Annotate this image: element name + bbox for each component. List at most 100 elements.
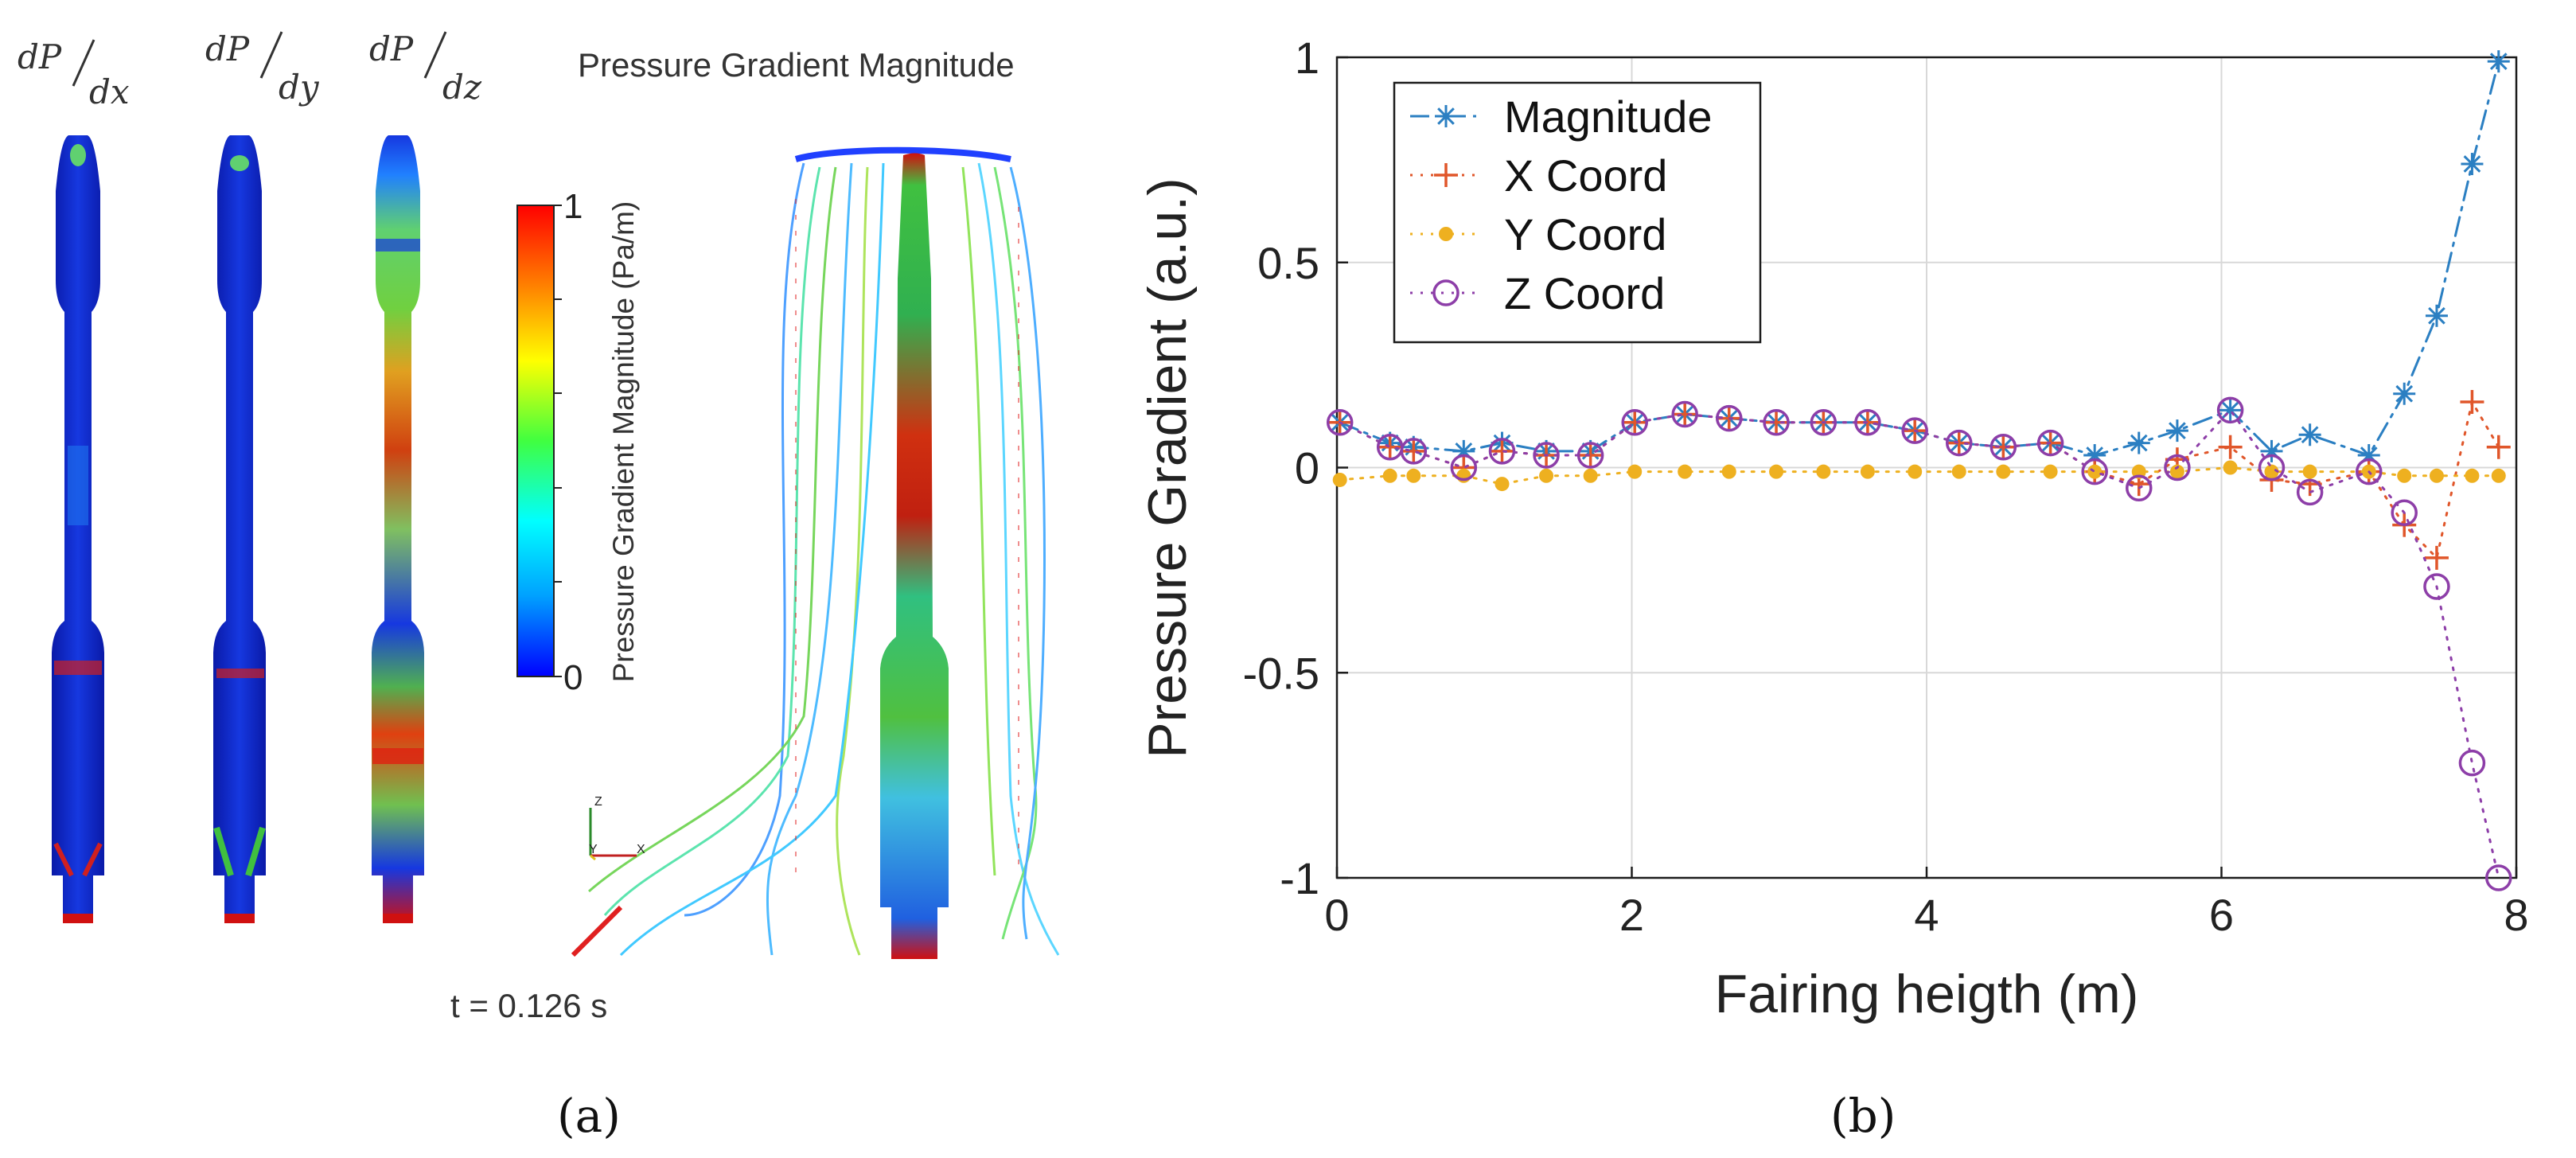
data-point: [1816, 464, 1831, 479]
axis-triad: Z Y X: [589, 795, 645, 861]
data-point: [2458, 749, 2486, 777]
data-point: [2460, 390, 2484, 415]
data-point: [1951, 464, 1966, 479]
legend-label: X Coord: [1504, 150, 1667, 201]
data-point: [2356, 458, 2383, 485]
x-tick-label: 4: [1914, 890, 1939, 940]
label-dpdx: dP dx: [18, 37, 130, 111]
data-point: [2043, 464, 2058, 479]
legend-label: Z Coord: [1504, 268, 1665, 318]
data-point: [2036, 429, 2064, 457]
y-tick-label: -0.5: [1243, 648, 1320, 698]
colorbar-gradient: [516, 205, 555, 677]
data-point: [2127, 431, 2150, 454]
axis-triad-z: Z: [594, 795, 602, 809]
rocket-magnitude: [880, 153, 949, 959]
series-line: [1339, 407, 2500, 879]
data-point: [1810, 409, 1837, 436]
data-point: [1996, 464, 2011, 479]
legend: Magnitude X Coord Y Coord Z Coord: [1393, 81, 1762, 344]
data-point: [2486, 435, 2511, 459]
x-tick-label: 6: [2209, 890, 2234, 940]
series-y-coord: [1332, 460, 2506, 492]
data-point: [2465, 468, 2480, 483]
data-point: [1401, 439, 1426, 463]
caption-a: (a): [557, 1089, 621, 1143]
axis-triad-x: X: [637, 843, 645, 856]
caption-b: (b): [1830, 1089, 1896, 1143]
data-point: [1326, 409, 1354, 436]
data-point: [1721, 464, 1736, 479]
series-z-coord: [1326, 396, 2512, 891]
label-dpdy: dP dy: [205, 29, 320, 107]
legend-label: Y Coord: [1504, 209, 1666, 259]
data-point: [1769, 464, 1784, 479]
data-point: [1989, 433, 2017, 461]
data-point: [1576, 442, 1604, 469]
data-point: [2165, 419, 2188, 443]
data-point: [1378, 435, 1402, 459]
label-dpdz: dP dz: [369, 29, 482, 107]
data-point: [1854, 409, 1881, 436]
data-point: [2081, 458, 2108, 485]
data-point: [1627, 464, 1643, 479]
panel-a: dP dx dP dy dP dz Pressure Gradient Magn…: [18, 29, 1060, 1143]
series-line: [1339, 466, 2500, 485]
data-point: [1490, 439, 1514, 463]
data-point: [2391, 499, 2418, 526]
data-point: [1860, 464, 1875, 479]
data-point: [1946, 429, 1973, 457]
data-point: [1332, 472, 1347, 487]
colorbar-min-label: 0: [563, 658, 583, 697]
data-point: [2296, 478, 2324, 506]
label-dpdx-den: dx: [89, 72, 130, 111]
data-point: [2218, 435, 2243, 459]
label-dpdz-num: dP: [369, 29, 414, 68]
data-point: [2424, 545, 2449, 570]
data-point: [2264, 464, 2279, 479]
data-point: [1578, 443, 1603, 468]
axis-ticks: 0 2 4 6 8 -1 -0.5 0 0.5 1: [1243, 33, 2529, 940]
legend-label: Magnitude: [1504, 92, 1713, 142]
data-point: [2425, 304, 2448, 327]
colorbar: 1 0 Pressure Gradient Magnitude (Pa/m): [516, 187, 640, 697]
data-point: [1539, 468, 1554, 483]
data-point: [1382, 468, 1397, 483]
rocket-dpdz: [372, 135, 424, 923]
data-point: [2087, 464, 2102, 479]
x-axis-label: Fairing heigth (m): [1715, 964, 2139, 1024]
legend-swatch-marker: [1434, 163, 1458, 187]
data-point: [2216, 396, 2244, 424]
y-tick-label: 0: [1295, 443, 1319, 493]
data-point: [2423, 573, 2450, 600]
data-point: [2491, 468, 2506, 483]
data-point: [1583, 468, 1598, 483]
legend-item: X Coord: [1410, 150, 1667, 201]
data-point: [1678, 464, 1693, 479]
data-point: [1901, 417, 1928, 444]
data-point: [2164, 454, 2191, 482]
data-point: [1855, 410, 1880, 435]
data-point: [1488, 438, 1516, 465]
data-point: [1406, 468, 1421, 483]
data-point: [2393, 382, 2416, 405]
data-point: [1908, 464, 1923, 479]
data-point: [2169, 464, 2184, 479]
series-group: [1326, 50, 2512, 891]
data-point: [2487, 50, 2510, 73]
y-axis-label: Pressure Gradient (a.u.): [1137, 177, 1198, 758]
time-label: t = 0.126 s: [450, 987, 607, 1024]
rocket-dpdx: [52, 135, 104, 923]
data-point: [2397, 468, 2412, 483]
streamline-visualization: [571, 146, 1060, 959]
data-point: [2126, 474, 2153, 502]
legend-item: Magnitude: [1410, 92, 1713, 142]
legend-item: Y Coord: [1410, 209, 1666, 259]
data-point: [1621, 409, 1648, 436]
data-point: [1495, 477, 1510, 492]
label-magnitude-title: Pressure Gradient Magnitude: [578, 46, 1015, 84]
chart-b: 0 2 4 6 8 -1 -0.5 0 0.5 1 Fairing heigth (m) Pres…: [1137, 33, 2529, 1143]
y-tick-label: -1: [1280, 853, 1319, 903]
y-tick-label: 1: [1295, 33, 1319, 83]
data-point: [1763, 409, 1790, 436]
